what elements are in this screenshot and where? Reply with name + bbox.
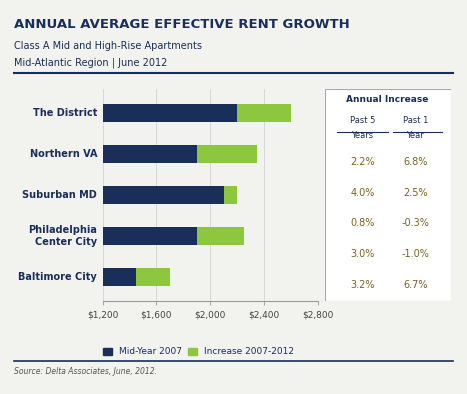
Text: Year: Year	[406, 131, 424, 140]
Text: 4.0%: 4.0%	[350, 188, 375, 197]
Text: Past 5: Past 5	[350, 116, 375, 125]
Text: Mid-Atlantic Region | June 2012: Mid-Atlantic Region | June 2012	[14, 57, 167, 68]
Text: ANNUAL AVERAGE EFFECTIVE RENT GROWTH: ANNUAL AVERAGE EFFECTIVE RENT GROWTH	[14, 18, 350, 31]
Text: 2.2%: 2.2%	[350, 157, 375, 167]
FancyBboxPatch shape	[325, 89, 451, 301]
Text: Past 1: Past 1	[403, 116, 428, 125]
Bar	[103, 227, 197, 245]
Text: 3.2%: 3.2%	[350, 280, 375, 290]
Text: -1.0%: -1.0%	[402, 249, 429, 259]
Bar	[136, 268, 170, 286]
Text: 0.8%: 0.8%	[350, 218, 375, 229]
Text: Source: Delta Associates, June, 2012.: Source: Delta Associates, June, 2012.	[14, 367, 157, 376]
Legend: Mid-Year 2007, Increase 2007-2012: Mid-Year 2007, Increase 2007-2012	[103, 348, 294, 357]
Bar	[103, 145, 197, 164]
Bar	[237, 104, 290, 123]
Bar	[197, 145, 257, 164]
Text: 2.5%: 2.5%	[403, 188, 428, 197]
Bar	[224, 186, 237, 204]
Text: Years: Years	[351, 131, 374, 140]
Bar	[103, 268, 136, 286]
Text: -0.3%: -0.3%	[402, 218, 429, 229]
Text: 3.0%: 3.0%	[350, 249, 375, 259]
Text: 6.7%: 6.7%	[403, 280, 428, 290]
Text: Class A Mid and High-Rise Apartments: Class A Mid and High-Rise Apartments	[14, 41, 202, 51]
Bar	[103, 104, 237, 123]
Bar	[197, 227, 244, 245]
Text: 6.8%: 6.8%	[403, 157, 427, 167]
Bar	[103, 186, 224, 204]
Text: Annual Increase: Annual Increase	[347, 95, 429, 104]
